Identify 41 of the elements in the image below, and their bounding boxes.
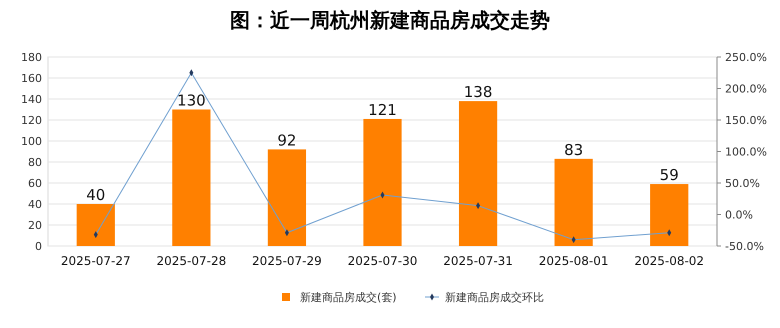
- bar: [458, 101, 498, 246]
- y-tick-label: 180: [21, 51, 42, 64]
- y-tick-label: 80: [28, 156, 42, 169]
- y-tick-label: 20: [28, 219, 42, 232]
- y2-tick-label: 50.0%: [725, 177, 760, 190]
- y2-tick-label: 100.0%: [725, 146, 767, 158]
- bar: [268, 149, 306, 246]
- data-label: 130: [177, 92, 206, 110]
- y-tick-label: 60: [28, 177, 42, 190]
- y2-tick-label: 250.0%: [725, 51, 767, 64]
- x-tick-label: 2025-07-29: [252, 254, 322, 268]
- bar: [554, 158, 593, 246]
- bar: [172, 110, 210, 246]
- y2-tick-label: 150.0%: [725, 114, 767, 127]
- data-label: 92: [277, 131, 296, 150]
- chart-title: 图：近一周杭州新建商品房成交走势: [230, 8, 550, 32]
- bar: [363, 118, 402, 246]
- y2-tick-label: -50.0%: [725, 240, 764, 253]
- x-tick-label: 2025-07-30: [348, 254, 418, 268]
- x-tick-label: 2025-08-01: [538, 254, 609, 268]
- data-label: 138: [464, 83, 492, 102]
- bar: [650, 184, 688, 246]
- x-tick-label: 2025-07-31: [443, 254, 513, 268]
- y-tick-label: 0: [35, 240, 42, 253]
- x-tick-label: 2025-07-28: [156, 254, 226, 268]
- bar: [76, 204, 115, 246]
- y2-tick-label: 0.0%: [725, 208, 753, 222]
- y-tick-label: 160: [21, 72, 42, 85]
- data-label: 83: [564, 140, 584, 159]
- x-tick-label: 2025-08-02: [634, 254, 704, 268]
- legend-label: 新建商品房成交环比: [445, 291, 544, 304]
- data-label: 121: [368, 100, 397, 119]
- y2-tick-label: 200.0%: [725, 82, 767, 96]
- legend-label: 新建商品房成交(套): [300, 291, 397, 304]
- y-tick-label: 120: [21, 114, 42, 127]
- y-tick-label: 40: [28, 198, 42, 211]
- data-label: 40: [86, 186, 106, 204]
- data-label: 59: [660, 166, 679, 184]
- y-tick-label: 100: [21, 135, 42, 148]
- y-tick-label: 140: [21, 93, 42, 106]
- x-tick-label: 2025-07-27: [60, 254, 131, 268]
